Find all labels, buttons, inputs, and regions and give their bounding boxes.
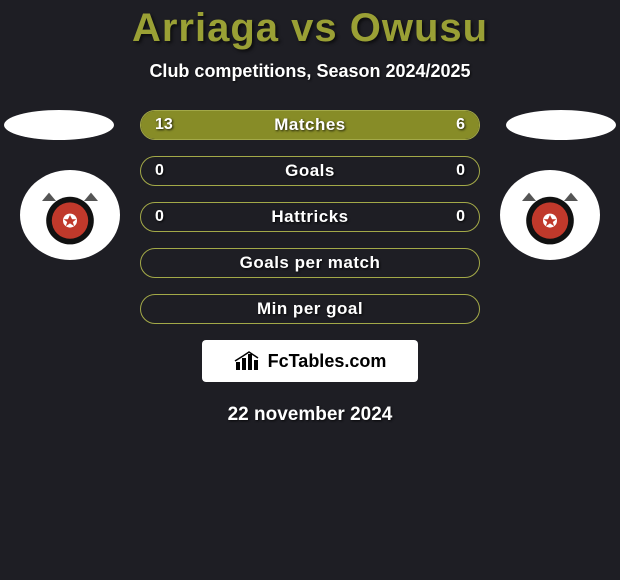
stat-value-left: 0 [155, 157, 164, 185]
stat-row: Goals per match [140, 248, 480, 278]
stat-value-right: 0 [456, 157, 465, 185]
player-right-oval [506, 110, 616, 140]
bar-chart-icon [234, 350, 262, 372]
player-left-oval [4, 110, 114, 140]
club-crest-left [20, 170, 120, 260]
title-vs: vs [279, 6, 350, 50]
crest-icon [35, 180, 105, 250]
stat-row: Min per goal [140, 294, 480, 324]
subtitle: Club competitions, Season 2024/2025 [0, 61, 620, 82]
stat-row: Hattricks0 0 [140, 202, 480, 232]
stat-row: Goals0 0 [140, 156, 480, 186]
brand-badge[interactable]: FcTables.com [202, 340, 418, 382]
stat-rows: Matches136Goals00Hattricks00Goals per ma… [140, 110, 480, 324]
stat-label: Goals per match [141, 249, 479, 277]
page-title: Arriaga vs Owusu [0, 0, 620, 51]
title-left: Arriaga [132, 6, 279, 50]
title-right: Owusu [350, 6, 488, 50]
comparison-arena: Matches136Goals00Hattricks00Goals per ma… [0, 110, 620, 426]
date-label: 22 november 2024 [0, 404, 620, 426]
stat-value-right: 0 [456, 203, 465, 231]
stat-label: Goals [141, 157, 479, 185]
crest-icon [515, 180, 585, 250]
club-crest-right [500, 170, 600, 260]
stat-label: Matches [141, 111, 479, 139]
stat-label: Min per goal [141, 295, 479, 323]
brand-text: FcTables.com [268, 351, 387, 372]
stat-value-right: 6 [456, 111, 465, 139]
stat-label: Hattricks [141, 203, 479, 231]
stat-row: Matches13 6 [140, 110, 480, 140]
stat-value-left: 0 [155, 203, 164, 231]
stat-value-left: 13 [155, 111, 173, 139]
